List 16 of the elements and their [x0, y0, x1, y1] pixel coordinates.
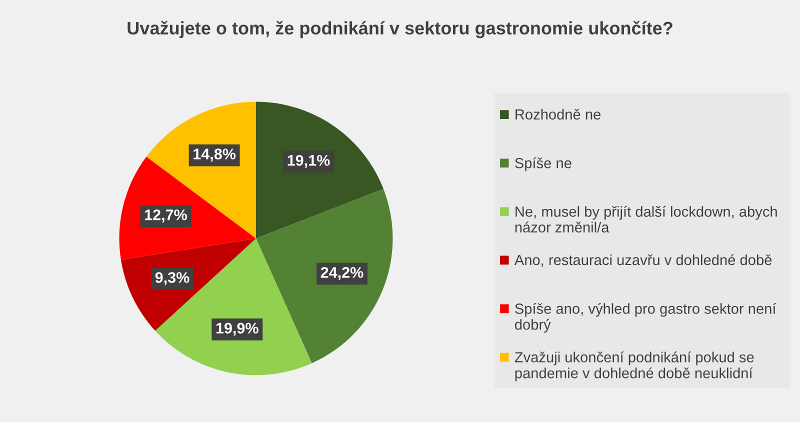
data-label: 12,7% — [145, 209, 187, 222]
legend-label: Spíše ne — [515, 157, 572, 172]
data-label: 9,3% — [155, 272, 190, 286]
pie-slice — [155, 238, 312, 376]
data-label: 14,8% — [194, 148, 236, 162]
legend-label: Zvažuji ukončení podnikání pokud se pandemie v dohledné době neuklidní — [514, 352, 754, 382]
legend-label: Rozhodně ne — [516, 108, 601, 120]
legend-label: Ano, restauraci uzavřu v dohledné době — [514, 254, 772, 267]
legend-label: Spíše ano, výhled pro gastro sektor není dobrý — [515, 302, 776, 333]
chart-title: Uvažujete o tom, že podnikání v sektoru gastronomie ukončíte? — [128, 20, 672, 38]
data-label: 19,9% — [216, 322, 258, 336]
data-label: 24,2% — [320, 267, 364, 280]
pie-slice — [256, 102, 384, 238]
legend-label: Ne, musel by přijít další lockdown, abych názor změnil/a — [515, 206, 777, 233]
pie-slice — [146, 102, 256, 238]
data-label: 19,1% — [288, 154, 330, 168]
